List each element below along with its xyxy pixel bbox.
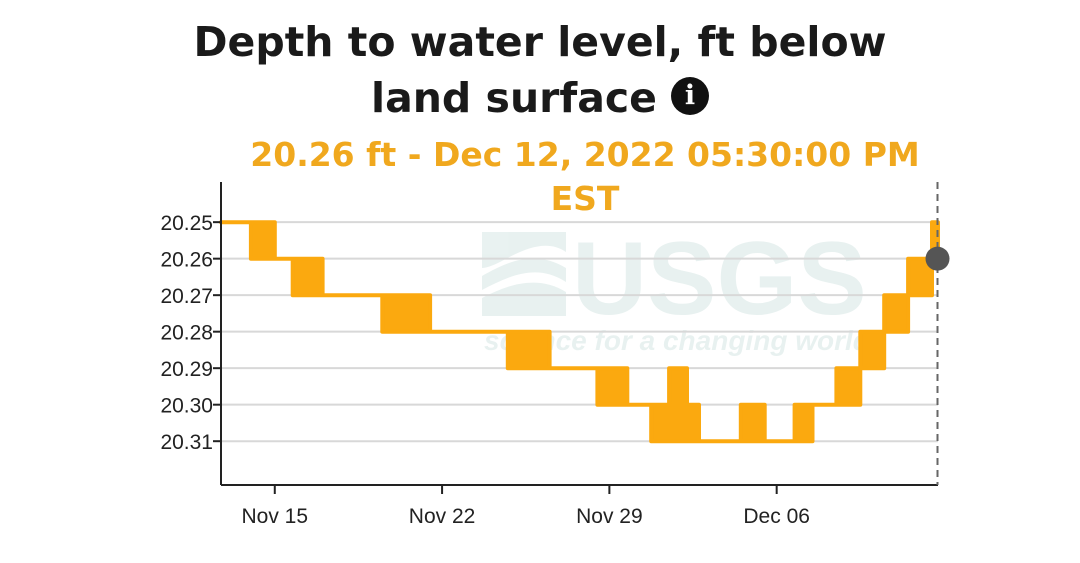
x-tick-label: Nov 15 xyxy=(242,505,309,528)
y-tick-label: 20.26 xyxy=(160,249,213,272)
y-tick-label: 20.27 xyxy=(160,285,213,308)
y-tick-label: 20.31 xyxy=(160,431,213,454)
usgs-logo-waves-icon xyxy=(482,232,566,316)
y-tick-label: 20.29 xyxy=(160,358,213,381)
x-tick-label: Nov 29 xyxy=(576,505,643,528)
y-tick-label: 20.25 xyxy=(160,212,213,235)
y-tick-label: 20.28 xyxy=(160,322,213,345)
y-axis-ticks: 20.25 20.26 20.27 20.28 20.29 20.30 20.31 xyxy=(160,212,221,454)
x-tick-label: Nov 22 xyxy=(409,505,476,528)
x-tick-label: Dec 06 xyxy=(743,505,810,528)
chart-title: Depth to water level, ft below land surf… xyxy=(160,14,920,126)
info-icon[interactable]: i xyxy=(670,77,709,115)
chart-title-text: Depth to water level, ft below land surf… xyxy=(193,18,887,122)
usgs-logo-text: USGS xyxy=(572,221,867,337)
cursor-point xyxy=(925,246,950,271)
y-tick-label: 20.30 xyxy=(160,395,213,418)
hover-cursor xyxy=(925,182,950,485)
x-axis-ticks: Nov 15 Nov 22 Nov 29 Dec 06 xyxy=(242,485,810,528)
hover-readout: 20.26 ft - Dec 12, 2022 05:30:00 PM EST xyxy=(250,135,920,218)
axes xyxy=(220,182,938,486)
